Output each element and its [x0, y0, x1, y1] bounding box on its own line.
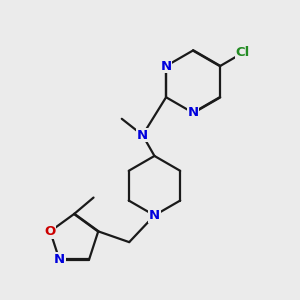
Text: N: N	[137, 129, 148, 142]
Text: N: N	[188, 106, 199, 119]
Text: N: N	[149, 209, 160, 222]
Text: O: O	[45, 225, 56, 238]
Text: N: N	[54, 253, 65, 266]
Text: N: N	[160, 59, 172, 73]
Text: Cl: Cl	[235, 46, 250, 59]
